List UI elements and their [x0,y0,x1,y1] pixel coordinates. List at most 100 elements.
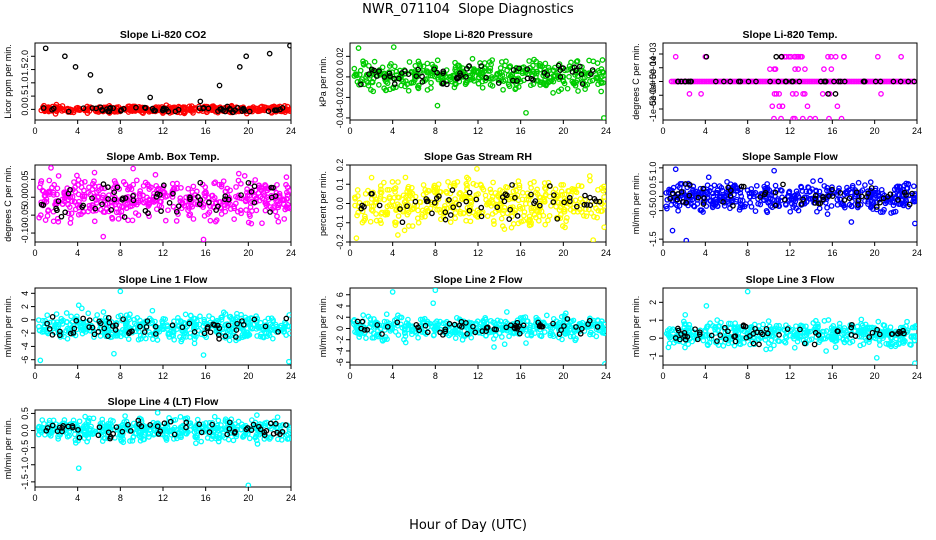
data-point [714,187,721,194]
data-point [275,204,282,211]
data-point [238,195,245,202]
y-axis-label: ml/min per min. [631,296,641,358]
data-point [572,337,579,344]
black-point [108,207,115,213]
data-point [424,60,431,67]
data-point [475,80,482,87]
data-point [784,193,791,200]
black-point [801,340,808,347]
black-point [40,202,47,208]
y-tick-label: 0.00 [335,68,345,86]
y-tick-label: 0 [648,336,658,341]
black-point [848,324,855,331]
data-point [430,64,437,70]
data-point [111,178,118,184]
black-point [494,204,501,211]
black-point [890,78,897,85]
data-point [84,110,91,116]
data-point [803,323,809,330]
x-tick-label: 8 [433,126,438,136]
black-point [373,73,380,79]
data-point [787,208,794,215]
data-point [674,202,680,209]
data-point [190,183,197,190]
data-point [843,190,850,197]
data-point [599,208,605,214]
y-tick-label: 0.00 [20,188,30,206]
data-point [898,53,904,60]
data-point [559,192,566,198]
data-point [773,91,780,97]
black-point [144,318,151,324]
data-point [810,178,816,184]
data-point [116,209,122,215]
data-point [254,333,260,339]
data-point [434,57,441,64]
data-point [85,189,92,196]
data-point [537,205,544,211]
data-point [212,218,219,225]
data-point [801,91,808,97]
data-point [403,320,410,326]
y-tick-label: 0.0 [20,103,30,116]
black-point [106,105,113,112]
black-point [137,323,143,330]
x-tick-label: 8 [745,248,750,258]
data-point [352,71,359,78]
data-point [834,103,841,110]
data-point [424,87,431,93]
data-point [257,333,264,340]
black-point [696,329,703,336]
data-point [520,314,527,321]
data-point [912,323,917,329]
data-point [832,53,839,60]
x-tick-label: 4 [390,371,395,381]
black-point [753,78,759,85]
black-point [70,329,77,336]
data-point [360,312,367,318]
data-point [821,183,828,189]
black-point [877,199,883,206]
x-tick-label: 16 [516,126,526,136]
data-point [377,183,384,189]
outlier-point [602,361,606,365]
data-point [770,333,777,339]
black-point [483,328,489,334]
black-point [89,324,96,331]
data-point [191,201,198,207]
black-point [900,327,906,334]
data-point [402,174,409,181]
data-point [819,91,826,97]
data-point [685,324,692,331]
y-tick-label: 0.5 [648,176,658,189]
data-point [473,182,480,189]
data-point [211,180,217,187]
data-points [351,44,606,120]
data-point [878,186,885,193]
black-point [720,78,727,85]
data-point [593,205,599,212]
data-point [534,186,541,193]
outlier-point [430,300,437,307]
data-point [122,413,128,419]
data-point [417,199,424,206]
data-point [115,216,122,222]
data-point [59,201,66,207]
data-point [174,185,180,192]
data-point [525,218,532,225]
data-point [375,81,382,88]
data-point [386,187,393,193]
x-tick-label: 12 [158,248,168,258]
data-point [392,185,399,191]
data-point [720,342,727,349]
black-point [750,340,757,347]
data-point [212,179,219,186]
black-point [811,341,818,348]
data-point [146,183,152,190]
black-point [740,183,747,190]
data-point [186,318,193,325]
data-point [566,73,572,80]
y-tick-label: -5e-04 [648,82,658,108]
data-point [280,325,287,332]
